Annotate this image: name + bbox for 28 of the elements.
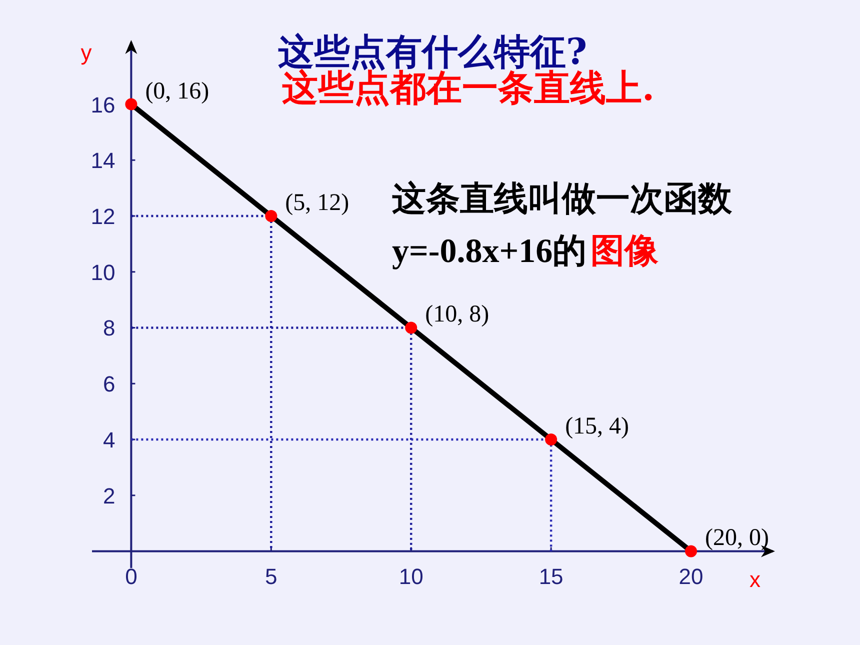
point: [265, 210, 278, 222]
x-tick-label: 20: [678, 564, 704, 590]
x-tick-label: 5: [265, 564, 278, 590]
y-tick-label: 2: [102, 483, 116, 508]
annotation: 图像: [590, 231, 660, 271]
y-axis-title: y: [80, 40, 92, 65]
point: [545, 433, 558, 446]
y-tick-label: 10: [90, 260, 116, 285]
y-tick-label: 8: [102, 316, 116, 341]
x-tick-label: 15: [538, 564, 564, 590]
annotation: 这条直线叫做一次函数: [392, 179, 733, 219]
point: [405, 322, 418, 334]
y-tick-label: 14: [90, 148, 116, 174]
x-tick-label: 10: [398, 564, 424, 590]
data-label: (5, 12): [285, 190, 350, 216]
data-label: (10, 8): [425, 302, 490, 328]
data-label: (0, 16): [145, 78, 210, 104]
data-label: (20, 0): [705, 525, 770, 552]
y-tick-label: 4: [102, 427, 116, 452]
y-tick-label: 12: [90, 204, 116, 229]
y-tick-label: 6: [102, 372, 116, 397]
x-axis-title: x: [750, 567, 760, 592]
data-label: (15, 4): [565, 413, 630, 440]
x-tick-label: 0: [125, 564, 138, 590]
point: [685, 545, 698, 558]
y-tick-label: 16: [90, 92, 116, 118]
point: [125, 98, 138, 110]
annotation: y=-0.8x+16的: [392, 233, 587, 270]
